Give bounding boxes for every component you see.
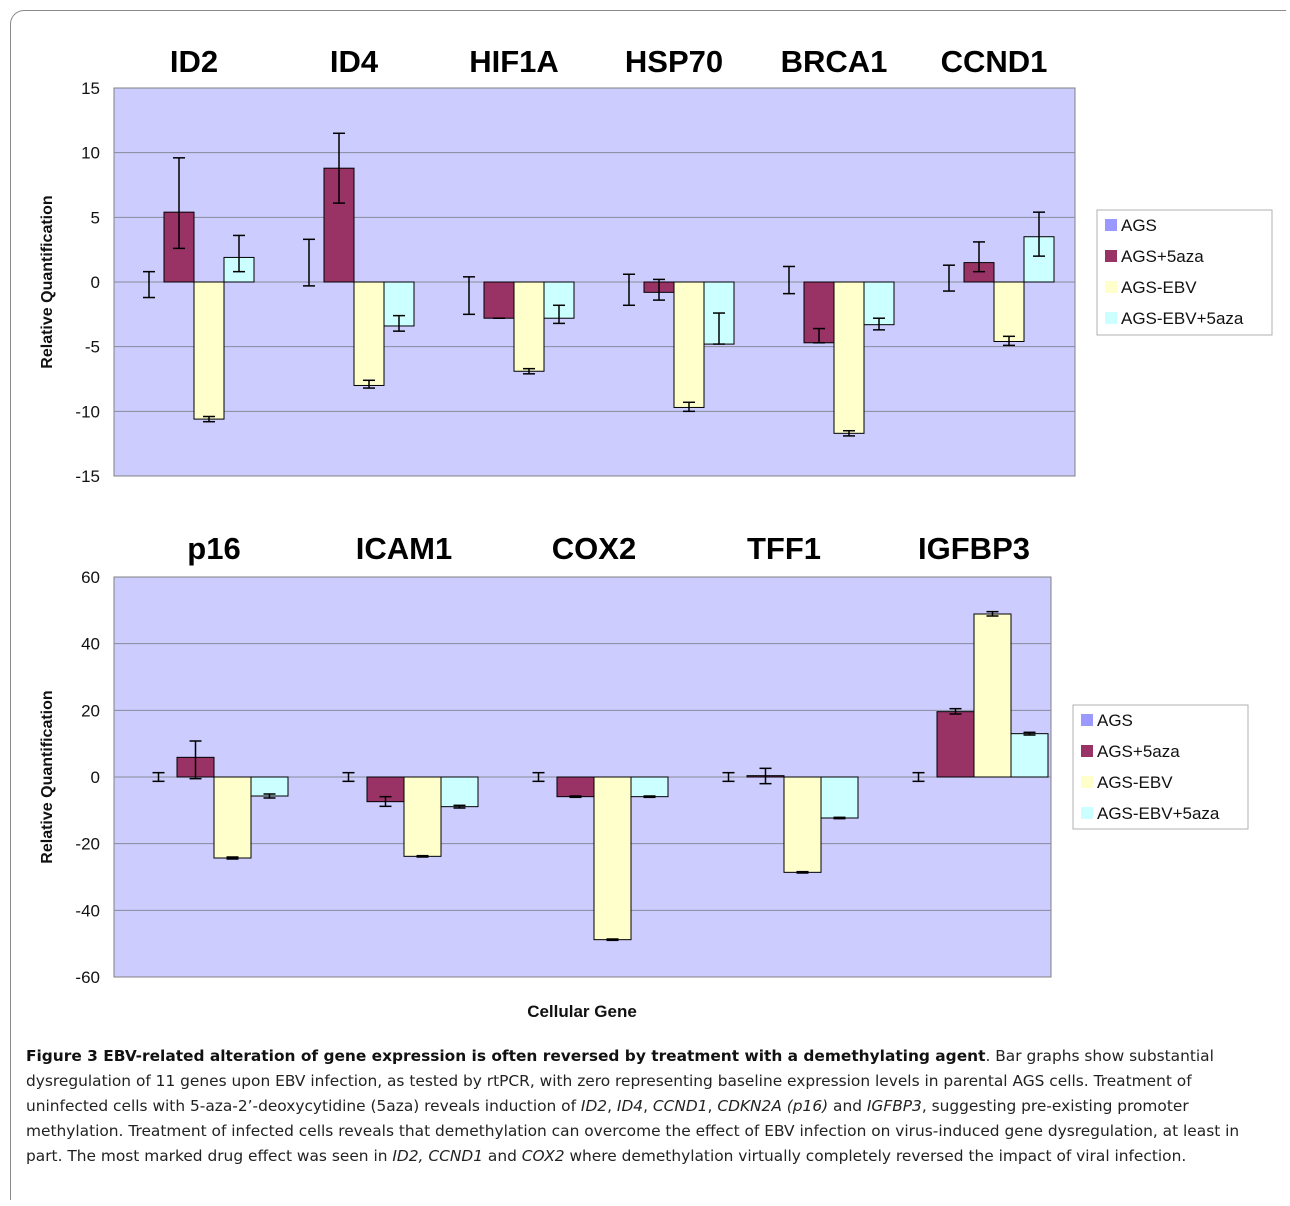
bar-AGS-EBV-HSP70 [673, 281, 705, 408]
gene-title-CCND1: CCND1 [941, 44, 1048, 79]
figure-charts: 15 10 5 0 -5 -10 -15 Relative Quantification ID2… [39, 44, 1273, 1021]
y-tick-label: 5 [91, 208, 100, 227]
caption-sep-3: , [707, 1097, 718, 1115]
y-tick-label: -20 [75, 835, 100, 854]
bar-AGS-EBV+5aza-p16 [250, 776, 289, 797]
bar-AGS-EBV+5aza-TFF1 [820, 776, 859, 819]
y-tick-label: -10 [75, 402, 100, 421]
gene-title-IGFBP3: IGFBP3 [918, 531, 1030, 566]
caption-gene-igfbp3: IGFBP3 [866, 1097, 922, 1115]
legend-label-AGS+5aza: AGS+5aza [1097, 742, 1180, 761]
bar-AGS+5aza-ICAM1 [366, 776, 405, 803]
gene-title-HSP70: HSP70 [625, 44, 723, 79]
legend-swatch-AGS-EBV [1105, 281, 1117, 293]
caption-gene-id2: ID2 [580, 1097, 608, 1115]
legend-label-AGS: AGS [1121, 216, 1157, 235]
bar-AGS+5aza-IGFBP3 [936, 711, 975, 778]
bar-AGS-EBV-p16 [213, 776, 252, 859]
caption-gene-id4: ID4 [616, 1097, 644, 1115]
legend-swatch-AGS [1105, 219, 1117, 231]
caption-text-3: where demethylation virtually completely… [564, 1147, 1187, 1165]
y-tick-label: -40 [75, 901, 100, 920]
caption-text-2: , suggesting pre-existing promoter methy… [26, 1097, 1240, 1165]
caption-sep-4: and [828, 1097, 867, 1115]
caption-gene-cox2: COX2 [521, 1147, 565, 1165]
gene-title-p16: p16 [187, 531, 240, 566]
legend-label-AGS-EBV+5aza: AGS-EBV+5aza [1121, 309, 1244, 328]
gene-title-COX2: COX2 [552, 531, 636, 566]
legend-label-AGS-EBV: AGS-EBV [1097, 773, 1173, 792]
y-tick-label: 0 [91, 273, 100, 292]
bar-AGS-EBV-ICAM1 [403, 776, 442, 857]
legend-label-AGS: AGS [1097, 711, 1133, 730]
bar-AGS-EBV-COX2 [593, 776, 632, 941]
caption-sep-5: and [483, 1147, 522, 1165]
y-tick-label: -5 [85, 338, 100, 357]
y-tick-label: 10 [81, 144, 100, 163]
legend-label-AGS+5aza: AGS+5aza [1121, 247, 1204, 266]
y-tick-label: 20 [81, 701, 100, 720]
legend-swatch-AGS-EBV+5aza [1105, 312, 1117, 324]
legend-label-AGS-EBV: AGS-EBV [1121, 278, 1197, 297]
caption-sep-2: , [643, 1097, 653, 1115]
legend-swatch-AGS+5aza [1081, 745, 1093, 757]
legend-swatch-AGS-EBV+5aza [1081, 807, 1093, 819]
legend-swatch-AGS+5aza [1105, 250, 1117, 262]
bar-AGS-EBV-ID2 [193, 281, 225, 420]
caption-gene-id2-ccnd1: ID2, CCND1 [392, 1147, 483, 1165]
y-tick-label: -15 [75, 467, 100, 486]
legend-swatch-AGS-EBV [1081, 776, 1093, 788]
legend-box-1 [1072, 704, 1249, 830]
caption-gene-cdkn2a: CDKN2A (p16) [717, 1097, 829, 1115]
gene-title-ID2: ID2 [170, 44, 218, 79]
bar-AGS-EBV-ID4 [353, 281, 385, 386]
gene-title-BRCA1: BRCA1 [781, 44, 888, 79]
caption-label: Figure 3 EBV-related alteration of gene … [26, 1047, 986, 1065]
gene-title-TFF1: TFF1 [747, 531, 821, 566]
bar-AGS-EBV+5aza-ICAM1 [440, 776, 479, 808]
gene-title-ICAM1: ICAM1 [356, 531, 452, 566]
bar-AGS-EBV-HIF1A [513, 281, 545, 372]
bar-AGS-EBV+5aza-IGFBP3 [1010, 733, 1049, 778]
figure-caption: Figure 3 EBV-related alteration of gene … [26, 1044, 1270, 1169]
y-axis-label: Relative Quantification [39, 195, 56, 368]
gene-title-ID4: ID4 [330, 44, 379, 79]
bar-AGS-EBV+5aza-COX2 [630, 776, 669, 798]
y-tick-label: 0 [91, 768, 100, 787]
y-axis-label: Relative Quantification [39, 690, 56, 863]
gene-title-HIF1A: HIF1A [469, 44, 559, 79]
caption-text-1: . Bar graphs show substantial dysregulat… [26, 1047, 1214, 1115]
bar-AGS-EBV-IGFBP3 [973, 613, 1012, 778]
y-tick-label: 60 [81, 568, 100, 587]
legend-label-AGS-EBV+5aza: AGS-EBV+5aza [1097, 804, 1220, 823]
caption-sep-1: , [607, 1097, 617, 1115]
bar-AGS-EBV-CCND1 [993, 281, 1025, 342]
figure-frame [10, 10, 1286, 1200]
bar-AGS+5aza-HIF1A [483, 281, 515, 319]
x-axis-label: Cellular Gene [527, 1002, 637, 1021]
caption-gene-ccnd1: CCND1 [652, 1097, 708, 1115]
y-tick-label: 15 [81, 79, 100, 98]
legend-box-0 [1096, 209, 1273, 336]
bar-AGS+5aza-COX2 [556, 776, 595, 798]
y-tick-label: -60 [75, 968, 100, 987]
bar-AGS-EBV-TFF1 [783, 776, 822, 873]
bar-AGS-EBV-BRCA1 [833, 281, 865, 434]
y-tick-label: 40 [81, 635, 100, 654]
legend-swatch-AGS [1081, 714, 1093, 726]
